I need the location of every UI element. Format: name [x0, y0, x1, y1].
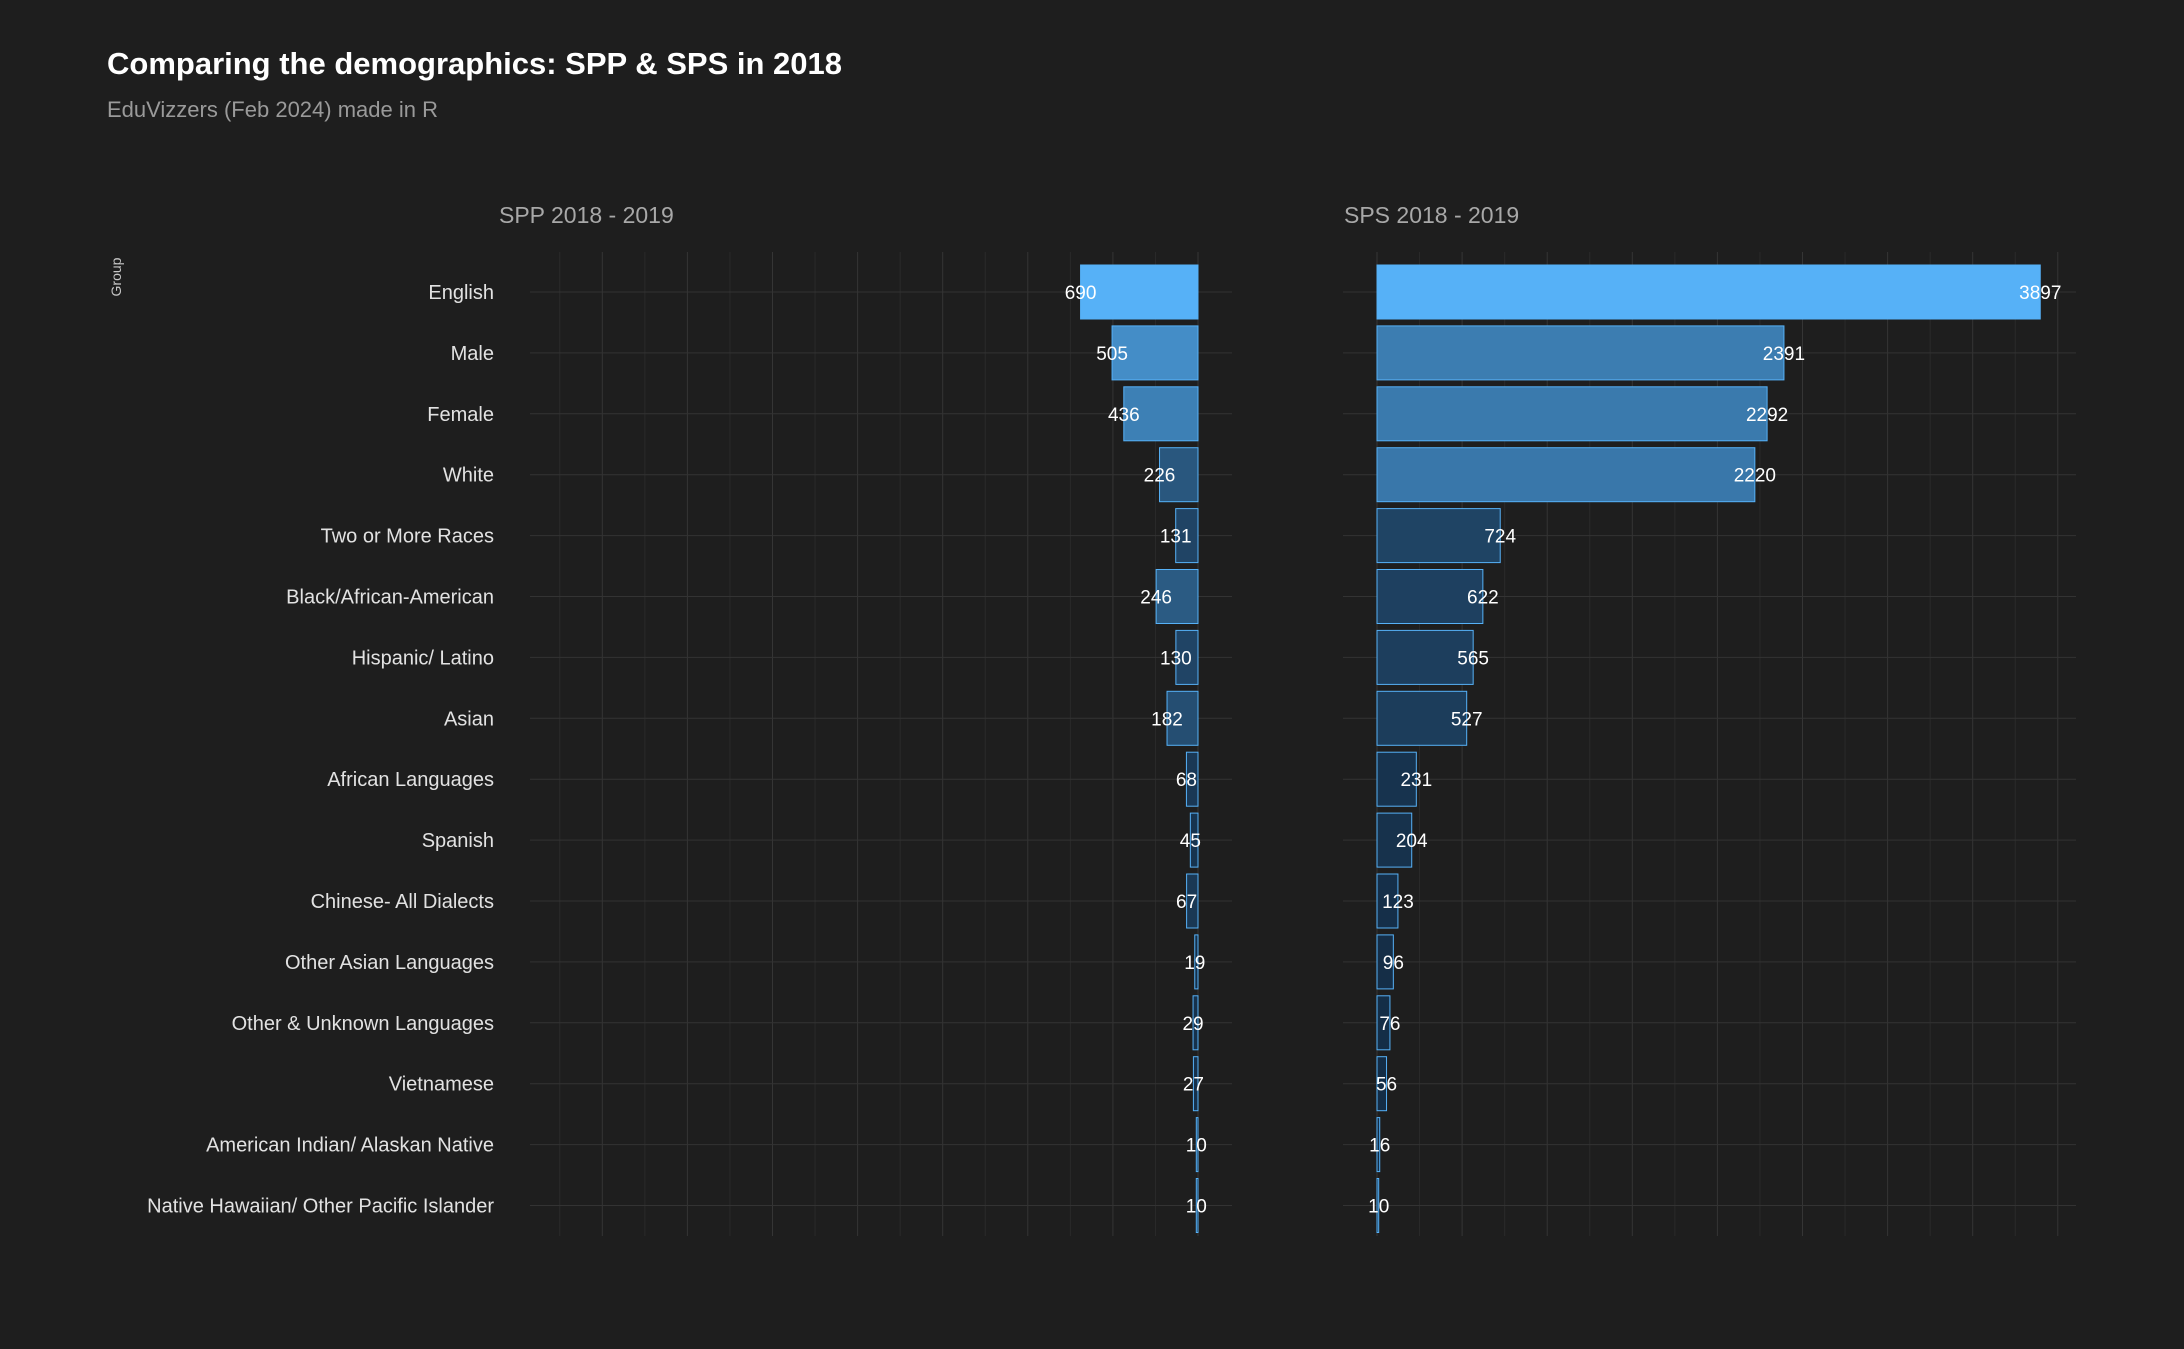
bar [1376, 264, 2041, 320]
category-label: Male [451, 343, 494, 365]
data-label: 565 [1457, 648, 1489, 669]
bar [1192, 1056, 1199, 1112]
bar [1376, 325, 1785, 381]
data-label: 231 [1400, 770, 1432, 791]
bar [1111, 325, 1199, 381]
data-label: 16 [1369, 1136, 1390, 1157]
data-label: 68 [1176, 770, 1197, 791]
data-label: 182 [1151, 709, 1183, 730]
bar [1192, 995, 1199, 1051]
y-axis-title: Group [108, 257, 124, 296]
data-label: 527 [1451, 709, 1483, 730]
category-label: Black/African-American [286, 587, 494, 609]
bar [1376, 751, 1417, 807]
data-label: 3897 [2019, 283, 2061, 304]
category-label: Female [427, 404, 494, 426]
data-label: 10 [1368, 1197, 1389, 1218]
bar [1376, 1178, 1380, 1233]
data-label: 10 [1186, 1136, 1207, 1157]
data-label: 10 [1186, 1197, 1207, 1218]
data-label: 130 [1160, 648, 1192, 669]
bar [1376, 873, 1399, 929]
facet-title: SPP 2018 - 2019 [499, 202, 674, 228]
data-label: 131 [1160, 527, 1192, 548]
bar [1189, 812, 1199, 868]
category-label: Native Hawaiian/ Other Pacific Islander [147, 1196, 494, 1218]
bar [1376, 812, 1413, 868]
bar [1195, 1178, 1199, 1233]
grid [530, 252, 2076, 1236]
data-label: 29 [1182, 1014, 1203, 1035]
bar [1080, 264, 1199, 320]
data-label: 724 [1484, 527, 1516, 548]
category-label: American Indian/ Alaskan Native [206, 1135, 494, 1157]
bar [1175, 508, 1199, 564]
category-label: Asian [444, 708, 494, 730]
bar [1123, 386, 1199, 442]
data-label: 19 [1184, 953, 1205, 974]
category-label: White [443, 465, 494, 487]
bar [1155, 569, 1199, 624]
facet-title: SPS 2018 - 2019 [1344, 202, 1519, 228]
data-label: 76 [1379, 1014, 1400, 1035]
data-label: 96 [1383, 953, 1404, 974]
bar [1376, 386, 1768, 442]
data-label: 56 [1376, 1075, 1397, 1096]
bar [1166, 690, 1199, 746]
category-label: Vietnamese [389, 1074, 494, 1096]
data-label: 505 [1096, 344, 1128, 365]
category-label: English [428, 282, 494, 304]
data-label: 226 [1144, 466, 1176, 487]
data-label: 45 [1180, 831, 1201, 852]
data-label: 246 [1140, 588, 1172, 609]
data-label: 204 [1396, 831, 1428, 852]
bar [1175, 629, 1199, 685]
bars [1080, 264, 2041, 1233]
data-label: 622 [1467, 588, 1499, 609]
bar [1376, 508, 1501, 564]
bar [1194, 934, 1199, 990]
bar [1186, 873, 1199, 929]
data-label: 2292 [1746, 405, 1788, 426]
data-label: 67 [1176, 892, 1197, 913]
data-label: 123 [1382, 892, 1414, 913]
data-label: 27 [1183, 1075, 1204, 1096]
bar [1159, 447, 1199, 503]
labels: English Male Female White Two or More Races B… [147, 202, 2061, 1218]
bar [1376, 447, 1756, 503]
data-label: 2391 [1763, 344, 1805, 365]
bar [1376, 995, 1391, 1051]
bar [1376, 1056, 1388, 1112]
data-label: 436 [1108, 405, 1140, 426]
category-label: Spanish [422, 830, 494, 852]
bar [1376, 629, 1474, 685]
chart-title: Comparing the demographics: SPP & SPS in… [107, 46, 843, 81]
bar [1376, 1117, 1381, 1173]
category-label: Chinese- All Dialects [311, 891, 494, 913]
bar [1376, 934, 1394, 990]
bar [1185, 751, 1199, 807]
category-label: Hispanic/ Latino [352, 647, 494, 669]
bar [1376, 569, 1484, 624]
category-label: Two or More Races [321, 526, 494, 548]
category-label: Other & Unknown Languages [232, 1013, 494, 1035]
category-label: Other Asian Languages [285, 952, 494, 974]
data-label: 2220 [1734, 466, 1776, 487]
category-label: African Languages [327, 769, 494, 791]
chart-subtitle: EduVizzers (Feb 2024) made in R [107, 97, 438, 122]
data-label: 690 [1065, 283, 1097, 304]
bar [1195, 1117, 1199, 1173]
bar [1376, 690, 1468, 746]
